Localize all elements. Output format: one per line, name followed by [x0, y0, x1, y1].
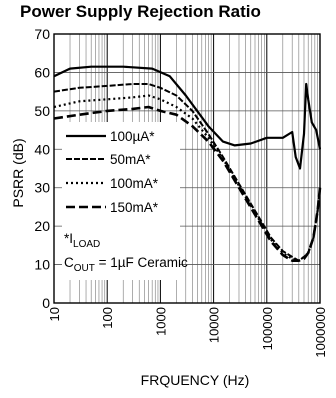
legend-label-1: 50mA*: [110, 152, 151, 167]
y-tick-label: 20: [34, 218, 50, 234]
series-layer: [53, 65, 322, 262]
x-tick-label: 10000: [207, 307, 222, 343]
x-tick-label: 1000000: [313, 307, 328, 358]
x-axis-label: FRQUENCY (Hz): [140, 372, 250, 388]
y-tick-label: 60: [34, 64, 50, 80]
series-line-3: [53, 105, 322, 262]
y-tick-label: 40: [34, 141, 50, 157]
legend-box: [62, 122, 180, 280]
y-tick-label: 70: [34, 26, 50, 42]
legend-background: [62, 122, 180, 280]
x-tick-label: 10: [47, 307, 62, 321]
x-tick-label: 100: [100, 307, 115, 329]
legend-label-3: 150mA*: [110, 200, 159, 215]
y-axis-label: PSRR (dB): [10, 138, 26, 208]
legend-label-2: 100mA*: [110, 176, 159, 191]
y-tick-label: 50: [34, 103, 50, 119]
y-tick-label: 10: [34, 257, 50, 273]
chart-title: Power Supply Rejection Ratio: [20, 2, 261, 21]
plot-frame: [53, 33, 321, 304]
x-tick-label: 1000: [153, 307, 168, 336]
series-line-0: [53, 65, 322, 170]
x-tick-label: 100000: [260, 307, 275, 350]
footnote-cout: COUT = 1µF Ceramic: [64, 255, 188, 274]
plot-border: [53, 33, 321, 304]
y-tick-label: 0: [42, 295, 50, 311]
legend-label-0: 100µA*: [110, 129, 155, 144]
y-tick-label: 30: [34, 180, 50, 196]
